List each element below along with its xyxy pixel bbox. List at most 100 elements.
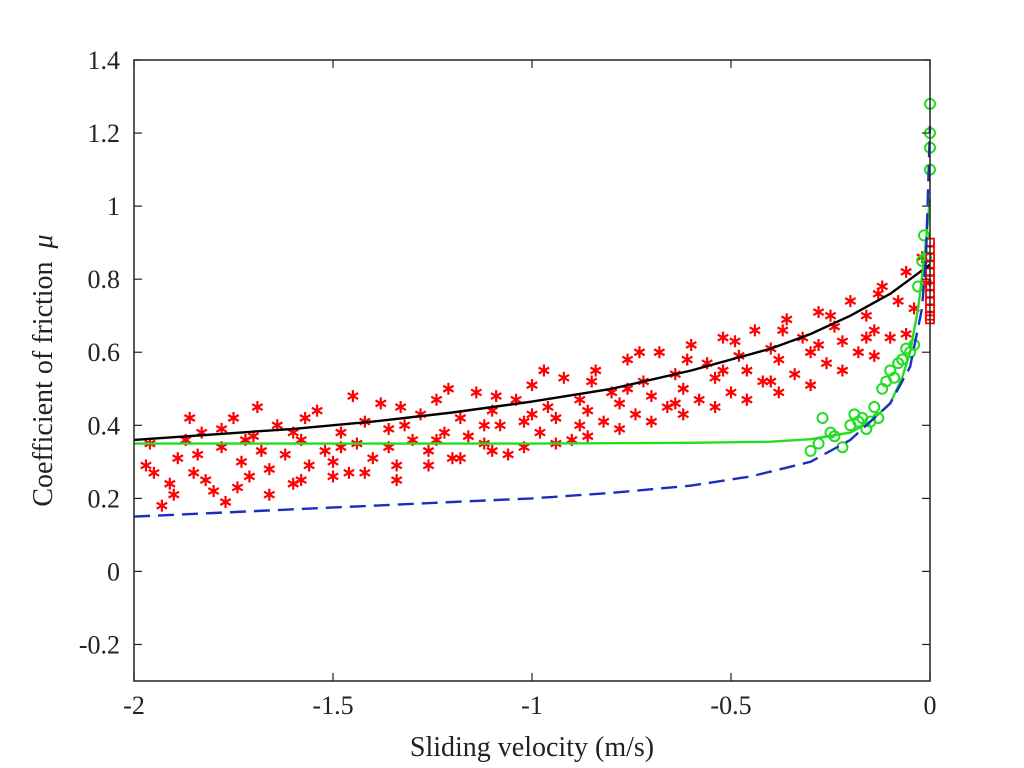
axes-box: [133, 59, 931, 682]
red-asterisk-point: [390, 459, 403, 472]
red-asterisk-point: [542, 401, 554, 414]
red-asterisk-point: [621, 353, 634, 366]
red-asterisk-point: [219, 496, 232, 509]
red-asterisk-point: [398, 419, 411, 432]
red-asterisk-point: [757, 375, 769, 388]
red-asterisk-point: [422, 444, 435, 457]
red-asterisk-point: [534, 426, 546, 439]
red-asterisk-point: [550, 411, 562, 424]
red-asterisk-point: [585, 375, 598, 388]
y-tick-label: 1.2: [88, 119, 121, 148]
red-asterisk-point: [235, 455, 248, 468]
red-asterisk-point: [414, 408, 427, 421]
red-asterisk-point: [573, 393, 586, 406]
red-asterisk-point: [729, 335, 741, 348]
axis-ticks: -2 -1.5 -1 -0.5 0 -0.2 0 0.2 0.4 0.6 0.8 1 1.2 1.4: [79, 46, 937, 720]
red-asterisk-point: [693, 393, 705, 406]
red-asterisk-point: [868, 349, 881, 362]
red-asterisk-point: [303, 459, 315, 472]
red-asterisk-point: [526, 379, 538, 392]
red-asterisk-point: [900, 265, 912, 278]
red-asterisk-point: [367, 452, 379, 465]
red-asterisk-point: [199, 474, 212, 487]
red-asterisk-point: [780, 313, 793, 326]
red-asterisk-point: [681, 353, 693, 366]
red-asterisk-point: [884, 331, 896, 344]
plot-area: [133, 97, 936, 518]
y-tick-label: 0.8: [88, 265, 121, 294]
red-asterisk-point: [394, 401, 407, 414]
red-asterisk-point: [526, 408, 538, 421]
red-asterisk-point: [140, 459, 152, 472]
red-asterisk-point: [772, 386, 785, 399]
y-tick-label: 0.6: [88, 338, 121, 367]
red-asterisk-point: [633, 346, 646, 359]
red-asterisk-point: [195, 426, 208, 439]
green-circle-point: [816, 411, 829, 424]
red-asterisk-point: [327, 455, 339, 468]
red-asterisk-point: [156, 499, 168, 512]
red-asterisk-point: [772, 353, 785, 366]
green-circle-point: [908, 338, 921, 351]
red-asterisk-point: [709, 401, 721, 414]
red-asterisk-point: [486, 444, 498, 457]
red-asterisk-point: [645, 415, 658, 428]
y-axis-label: Coefficient of friction: [28, 261, 59, 506]
red-asterisk-point: [538, 364, 550, 377]
y-tick-label: 0.4: [88, 411, 121, 440]
red-asterisk-point: [812, 338, 825, 351]
red-asterisk-point: [470, 386, 483, 399]
red-asterisk-point: [741, 393, 753, 406]
red-asterisk-point: [148, 466, 160, 479]
red-asterisk-point: [454, 452, 467, 465]
x-tick-label: -1.5: [312, 691, 353, 720]
red-asterisk-point: [295, 474, 307, 487]
red-asterisk-point: [900, 327, 912, 340]
green-circle-point: [918, 229, 931, 242]
fit-curve-solid: [134, 198, 932, 445]
red-asterisk-point: [589, 364, 602, 377]
red-asterisk-point: [263, 488, 276, 501]
x-tick-label: -2: [123, 691, 145, 720]
red-asterisk-point: [836, 364, 849, 377]
y-axis-symbol: μ: [28, 234, 59, 249]
red-asterisk-point: [788, 368, 801, 381]
red-asterisk-point: [892, 295, 904, 308]
red-asterisk-point: [581, 404, 594, 417]
red-asterisk-point: [804, 346, 817, 359]
y-axis-label-group: Coefficient of friction μ: [28, 234, 59, 506]
red-asterisk-point: [653, 346, 666, 359]
red-asterisk-point: [255, 444, 268, 457]
red-asterisk-point: [490, 390, 502, 403]
red-asterisk-point: [677, 408, 690, 421]
red-asterisk-point: [359, 466, 371, 479]
y-tick-label: 0.2: [88, 484, 121, 513]
red-asterisk-point: [454, 411, 467, 424]
red-asterisk-point: [860, 331, 873, 344]
red-asterisk-point: [382, 422, 395, 435]
red-asterisk-point: [446, 452, 459, 465]
red-asterisk-point: [183, 411, 196, 424]
red-asterisk-point: [717, 331, 729, 344]
red-asterisk-point: [347, 390, 359, 403]
red-asterisk-point: [390, 474, 403, 487]
red-asterisk-point: [860, 309, 873, 322]
red-asterisk-point: [776, 324, 789, 337]
red-asterisk-point: [191, 448, 204, 461]
red-asterisk-point: [422, 459, 435, 472]
red-asterisk-point: [518, 415, 530, 428]
red-asterisk-point: [645, 390, 658, 403]
red-asterisk-point: [187, 466, 200, 479]
red-asterisk-point: [172, 452, 184, 465]
red-asterisk-point: [741, 364, 753, 377]
red-asterisk-point: [717, 364, 729, 377]
red-asterisk-point: [430, 393, 443, 406]
red-asterisk-point: [852, 346, 865, 359]
red-asterisk-point: [836, 335, 849, 348]
green-circle-point: [812, 437, 825, 450]
red-asterisk-point: [251, 401, 264, 414]
red-asterisk-point: [374, 397, 387, 410]
y-tick-label: -0.2: [79, 630, 120, 659]
red-asterisk-point: [581, 430, 594, 443]
red-asterisk-point: [243, 470, 256, 483]
